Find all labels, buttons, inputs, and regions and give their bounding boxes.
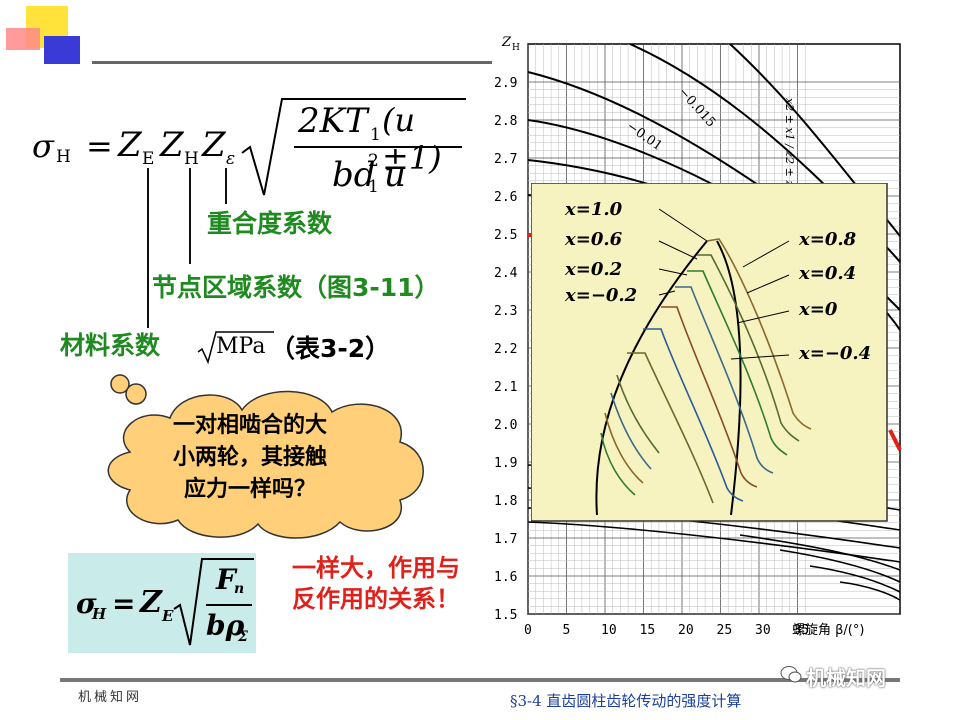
- inset-label-x-0.2: x=−0.2: [564, 285, 637, 306]
- wechat-icon: [780, 666, 802, 683]
- y-tick-labels: 2.9 2.8 2.7 2.6 2.5 2.4 2.3 2.2 2.1 2.0 1.9 1.8 1.7 1…: [494, 76, 518, 623]
- denominator-sub: 1: [368, 177, 379, 197]
- x-tick-label: 30: [755, 623, 771, 638]
- y-tick-label: 2.3: [494, 304, 517, 319]
- main-formula: σ H = Z E Z H Z ε 2KT 1 (u ±1) bd 2 1 u: [32, 95, 472, 205]
- tooth-right-flank: [716, 240, 742, 516]
- inset-label-x1.0: x=1.0: [564, 199, 623, 220]
- f2-den-sub: Σ: [238, 629, 248, 645]
- inset-label-x0.2: x=0.2: [564, 259, 622, 280]
- x-axis-label: 螺旋角 β/(°): [792, 623, 864, 638]
- x-tick-label: 10: [601, 623, 617, 638]
- material-label: 材料系数: [60, 331, 161, 360]
- footer-rule: [60, 678, 900, 682]
- thought-cloud-icon: [107, 374, 424, 539]
- f2-z-sub: E: [162, 607, 174, 625]
- y-tick-label: 1.5: [494, 608, 517, 623]
- f2-sqrt-icon: [173, 558, 254, 646]
- inset-label-x0.6: x=0.6: [564, 229, 623, 250]
- sigma-symbol: σ: [32, 127, 54, 165]
- y-tick-label: 1.9: [494, 456, 517, 471]
- denominator-u: u: [384, 155, 406, 195]
- y-tick-label: 1.6: [494, 570, 517, 585]
- x-tick-label: 35: [794, 623, 810, 638]
- numerator-sub: 1: [370, 125, 381, 145]
- y-tick-label: 2.0: [494, 418, 517, 433]
- y-tick-label: 1.8: [494, 494, 517, 509]
- footer-brand: 机械知网: [78, 690, 143, 705]
- zeps-sub: ε: [226, 149, 236, 169]
- numerator-paren: (u ±1): [382, 101, 442, 177]
- inset-background: [531, 183, 888, 522]
- x-tick-label: 0: [524, 623, 532, 638]
- zone-label: 节点区域系数（图3-11）: [152, 273, 440, 302]
- denominator-text: bd: [332, 155, 376, 195]
- inset-label-x0.4: x=0.4: [798, 263, 856, 284]
- ze-symbol: Z: [118, 125, 142, 165]
- table-label: （表3-2）: [270, 334, 391, 363]
- pointer-line-zone: [189, 168, 191, 264]
- formula-box: σ H = Z E F n bρ Σ: [68, 553, 256, 653]
- y-tick-label: 2.7: [494, 152, 517, 167]
- y-tick-label: 2.8: [494, 114, 517, 129]
- inset-label-x0: x=0: [798, 299, 838, 320]
- overlap-label: 重合度系数: [207, 209, 333, 238]
- y-tick-label: 2.4: [494, 266, 518, 281]
- f2-equals: =: [112, 587, 136, 620]
- x-tick-label: 15: [640, 623, 656, 638]
- inset-label-x-0.4: x=−0.4: [798, 343, 871, 364]
- answer-text: 一样大，作用与反作用的关系！: [292, 554, 460, 613]
- f2-num-sub: n: [234, 581, 245, 597]
- x-tick-label: 25: [717, 623, 733, 638]
- numerator-text: 2KT: [298, 101, 368, 141]
- y-tick-label: 2.9: [494, 76, 517, 91]
- y-tick-label: 2.5: [494, 228, 517, 243]
- decor-square-red: [6, 28, 40, 50]
- y-tick-label: 2.2: [494, 342, 517, 357]
- y-tick-label: 2.6: [494, 190, 517, 205]
- x-tick-label: 5: [563, 623, 571, 638]
- title-rule: [92, 61, 492, 64]
- y-axis-label: Z: [501, 35, 512, 50]
- ze-sub: E: [142, 149, 155, 169]
- y-axis-sub: H: [512, 43, 520, 53]
- tooth-profiles: [600, 238, 812, 504]
- denominator-sup: 2: [368, 151, 379, 171]
- tooth-profile-inset: x=1.0 x=0.6 x=0.2 x=−0.2 x=0.8 x=0.4 x=0…: [531, 183, 888, 522]
- f2-sigma: σ: [76, 587, 97, 620]
- equals-sign: =: [86, 127, 113, 165]
- cloud-line-3: 应力一样吗？: [183, 477, 316, 502]
- zeps-symbol: Z: [202, 125, 226, 165]
- watermark-text: 机械知网: [806, 666, 886, 690]
- cloud-line-1: 一对相啮合的大: [172, 413, 327, 438]
- f2-den: bρ: [206, 609, 245, 642]
- pointer-line-material: [147, 168, 149, 328]
- f2-num: F: [216, 563, 236, 596]
- footer-section-title: §3-4 直齿圆柱齿轮传动的强度计算: [510, 692, 742, 710]
- y-tick-label: 1.7: [494, 532, 517, 547]
- f2-z: Z: [140, 585, 162, 620]
- zh-sub: H: [184, 149, 199, 169]
- sigma-sub: H: [56, 147, 71, 167]
- f2-sigma-sub: H: [92, 605, 107, 623]
- cloud-line-2: 小两轮，其接触: [172, 445, 327, 470]
- inset-pointer-lines: [658, 208, 790, 360]
- x-tick-label: 20: [678, 623, 694, 638]
- decor-square-blue: [44, 36, 80, 64]
- inset-label-x0.8: x=0.8: [798, 229, 857, 250]
- cloud-question: 一对相啮合的大 小两轮，其接触 应力一样吗？: [130, 410, 370, 506]
- sqrt-unit-icon: [197, 331, 274, 364]
- sqrt-sign-icon: [241, 98, 466, 196]
- unit-label: MPa: [216, 334, 266, 359]
- y-tick-label: 2.1: [494, 380, 517, 395]
- red-mark-right: [888, 429, 902, 451]
- zh-symbol: Z: [160, 125, 184, 165]
- x-tick-labels: 0 5 10 15 20 25 30 35: [524, 623, 809, 638]
- pointer-line-overlap: [225, 168, 227, 204]
- tooth-left-flank: [595, 240, 708, 516]
